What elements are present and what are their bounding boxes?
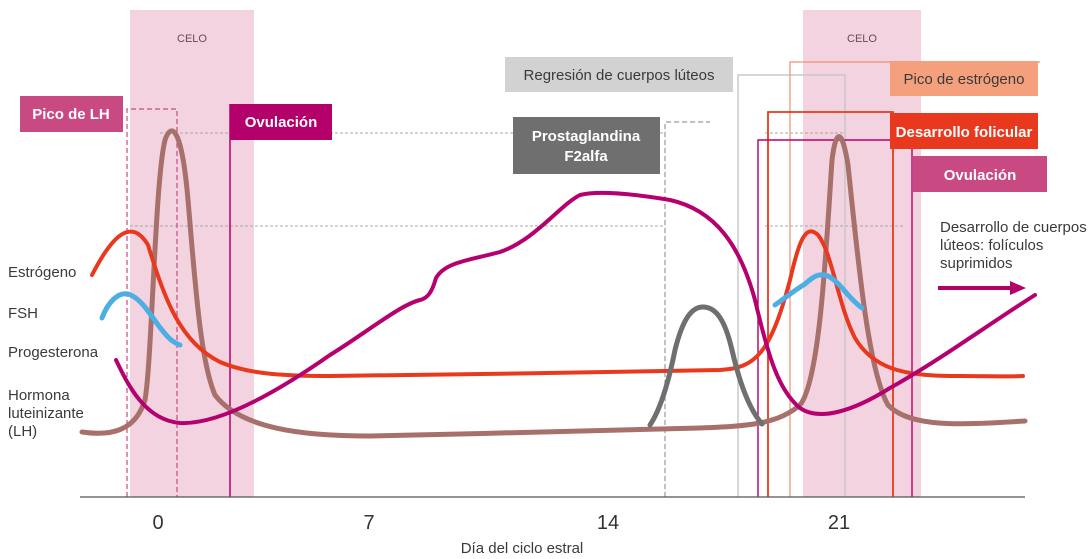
ovulacion-box-left — [230, 104, 332, 140]
cuerpos-luteos-arrow-head — [1010, 281, 1026, 295]
legend-estrogeno: Estrógeno — [8, 264, 76, 281]
cuerpos-luteos-label-3: suprimidos — [940, 255, 1013, 272]
legend-fsh: FSH — [8, 305, 38, 322]
cuerpos-luteos-label-1: Desarrollo de cuerpos — [940, 219, 1087, 236]
tick-label-21: 21 — [828, 512, 850, 534]
celo-label-right: CELO — [847, 33, 877, 45]
tick-label-14: 14 — [597, 512, 619, 534]
prostaglandina-label-2: F2alfa — [564, 148, 608, 165]
prostaglandina-box — [513, 117, 660, 174]
regresion-label: Regresión de cuerpos lúteos — [524, 67, 715, 84]
pico-lh-bracket — [126, 108, 178, 497]
celo-label-left: CELO — [177, 33, 207, 45]
pico-lh-box — [20, 96, 123, 132]
cuerpos-luteos-label-2: lúteos: folículos — [940, 237, 1043, 254]
pico-lh-label: Pico de LH — [32, 106, 110, 123]
tick-label-0: 0 — [152, 512, 163, 534]
prostaglandina-label-1: Prostaglandina — [532, 128, 641, 145]
desarrollo-folicular-box — [890, 113, 1038, 149]
legend-lh-1: Hormona — [8, 387, 70, 404]
regresion-bracket — [737, 74, 846, 497]
x-axis-label: Día del ciclo estral — [461, 540, 584, 557]
desarrollo-folicular-bracket — [767, 111, 894, 497]
ovulacion-label-left: Ovulación — [245, 114, 318, 131]
legend-progesterona: Progesterona — [8, 344, 99, 361]
pico-estrogeno-box — [890, 61, 1038, 96]
fsh-curve-second — [772, 272, 865, 311]
tick-label-7: 7 — [363, 512, 374, 534]
progesterone-curve — [114, 190, 1037, 426]
ovulacion-label-right: Ovulación — [944, 167, 1017, 184]
regresion-box — [505, 57, 733, 92]
desarrollo-folicular-label: Desarrollo folicular — [896, 124, 1033, 141]
prostaglandina-curve — [647, 304, 765, 428]
lh-curve — [79, 128, 1028, 439]
fsh-curve — [99, 291, 183, 348]
estrogen-curve — [90, 229, 1025, 379]
legend-lh-3: (LH) — [8, 423, 37, 440]
pico-estrogeno-label: Pico de estrógeno — [904, 71, 1025, 88]
ovulacion-box-right — [913, 156, 1047, 192]
legend-lh-2: luteinizante — [8, 405, 84, 422]
